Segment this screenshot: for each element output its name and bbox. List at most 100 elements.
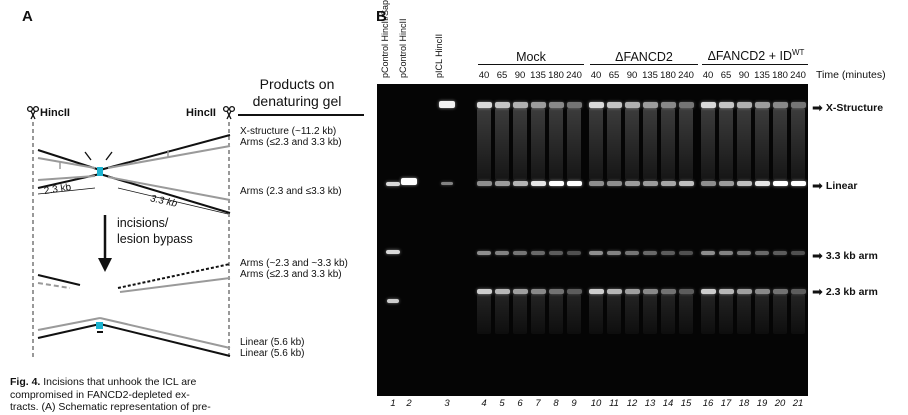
products-underline <box>238 114 364 116</box>
gel-band <box>588 180 604 186</box>
x-structure-label: X-Structure <box>825 102 884 114</box>
caption-bold: Fig. 4. <box>10 376 41 388</box>
gel-band <box>736 288 752 294</box>
gel-band <box>754 288 770 294</box>
gel-band <box>512 180 528 186</box>
hincii-right-label: HincII <box>186 107 216 119</box>
gel-smear <box>661 294 675 334</box>
icl-schematic <box>26 105 236 360</box>
incisions-line2: lesion bypass <box>117 232 193 246</box>
incised-structure-diagram <box>37 263 231 293</box>
lane-number: 10 <box>590 398 602 409</box>
arm23-label: 2.3 kb arm <box>825 286 878 298</box>
gel-band <box>718 102 734 108</box>
incisions-line1: incisions/ <box>117 216 169 230</box>
gel-band <box>513 251 527 255</box>
gel-smear <box>549 294 563 334</box>
time-point: 135 <box>642 70 658 81</box>
product-arms-1: Arms (≤2.3 and 3.3 kb) <box>240 137 342 148</box>
gel-band <box>624 180 640 186</box>
lane-number: 12 <box>626 398 638 409</box>
products-title: Products on denaturing gel <box>232 76 362 110</box>
gel-band <box>476 288 492 294</box>
gel-smear <box>549 108 563 180</box>
arm33-arrow-icon: ➡ <box>812 248 823 263</box>
product-linear-1: Linear (5.6 kb) <box>240 337 305 348</box>
gel-band <box>606 180 622 186</box>
lane-number: 19 <box>756 398 768 409</box>
gel-band <box>530 102 546 108</box>
time-point: 65 <box>496 70 508 81</box>
gel-band <box>606 288 622 294</box>
lane-number: 4 <box>481 398 487 409</box>
gel-band <box>736 102 752 108</box>
gel-band <box>700 288 716 294</box>
gel-band <box>718 180 734 186</box>
gel-smear <box>643 108 657 180</box>
lane-number: 15 <box>680 398 692 409</box>
control-lane-label-3: pICL HincII <box>434 33 444 78</box>
product-arms-3: Arms (~2.3 and ~3.3 kb) <box>240 258 348 269</box>
time-point: 40 <box>702 70 714 81</box>
gel-band <box>643 251 657 255</box>
gel-band <box>661 251 675 255</box>
incisions-label: incisions/ lesion bypass <box>117 215 193 247</box>
gel-band <box>589 251 603 255</box>
gel-band <box>531 251 545 255</box>
lane-number: 16 <box>702 398 714 409</box>
gel-band <box>624 288 640 294</box>
linear-arrow-icon: ➡ <box>812 178 823 193</box>
time-point: 180 <box>772 70 788 81</box>
lane-number: 6 <box>517 398 523 409</box>
gel-band <box>719 251 733 255</box>
gel-band <box>701 251 715 255</box>
gel-image <box>377 84 808 396</box>
lane-number: 8 <box>553 398 559 409</box>
lane-number: 18 <box>738 398 750 409</box>
arm23-arrow-icon: ➡ <box>812 284 823 299</box>
gel-band <box>512 102 528 108</box>
gel-band <box>772 180 788 186</box>
gel-band <box>548 102 564 108</box>
gel-smear <box>791 108 805 180</box>
gel-band <box>494 288 510 294</box>
lane-number: 3 <box>444 398 450 409</box>
gel-band <box>660 180 676 186</box>
gel-smear <box>625 294 639 334</box>
gel-band <box>678 180 694 186</box>
gel-band <box>439 100 455 108</box>
time-point: 65 <box>720 70 732 81</box>
gel-band <box>548 288 564 294</box>
gel-band <box>549 251 563 255</box>
gel-band <box>773 251 787 255</box>
gel-band <box>700 102 716 108</box>
time-point: 135 <box>530 70 546 81</box>
group-superscript: WT <box>791 48 805 57</box>
gel-smear <box>513 294 527 334</box>
caption-line3: tracts. (A) Schematic representation of … <box>10 401 211 413</box>
figure-caption: Fig. 4. Incisions that unhook the ICL ar… <box>10 376 246 414</box>
gel-band <box>588 288 604 294</box>
lane-number: 17 <box>720 398 732 409</box>
time-point: 240 <box>566 70 582 81</box>
lane-number: 9 <box>571 398 577 409</box>
linear-label: Linear <box>825 180 858 192</box>
gel-band <box>386 182 400 186</box>
gel-band <box>772 288 788 294</box>
group-line-dfancd2-id <box>702 64 808 65</box>
gel-band <box>679 251 693 255</box>
products-title-line2: denaturing gel <box>252 93 342 109</box>
gel-smear <box>607 294 621 334</box>
lane-number: 1 <box>390 398 396 409</box>
time-point: 90 <box>626 70 638 81</box>
gel-band <box>790 180 806 186</box>
gel-band <box>660 102 676 108</box>
gel-smear <box>477 108 491 180</box>
gel-band <box>495 251 509 255</box>
gel-smear <box>701 294 715 334</box>
gel-band <box>588 102 604 108</box>
linear-products-diagram <box>37 317 231 357</box>
time-point: 90 <box>738 70 750 81</box>
gel-smear <box>531 294 545 334</box>
gel-band <box>642 180 658 186</box>
